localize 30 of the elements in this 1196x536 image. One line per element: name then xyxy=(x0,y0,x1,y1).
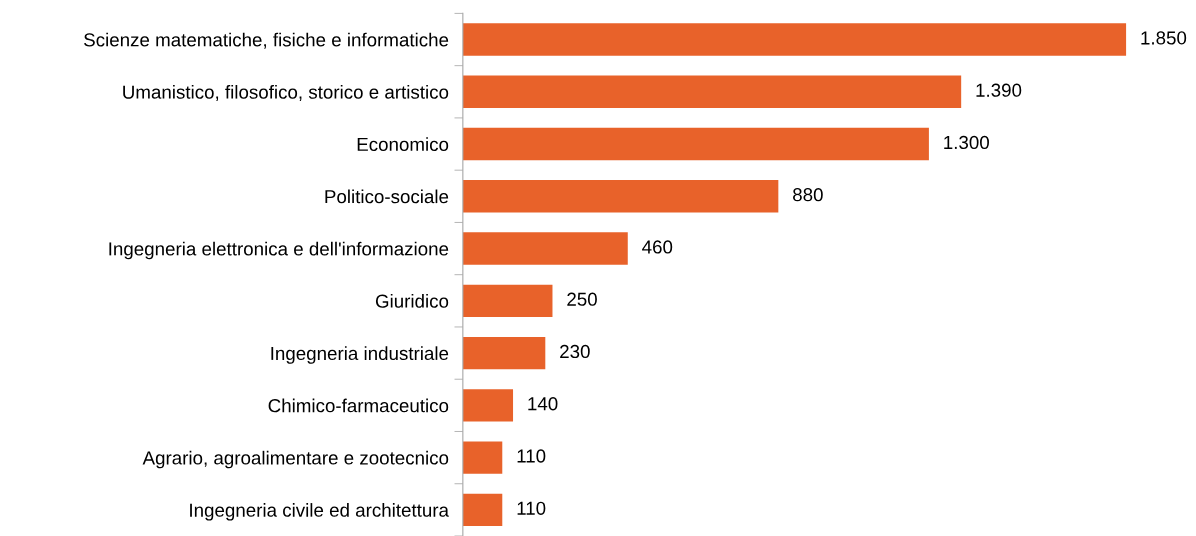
data-label: 1.850 xyxy=(1141,31,1187,45)
y-tick-label: Umanistico, filosofico, storico e artistico xyxy=(123,85,449,101)
data-label: 1.300 xyxy=(944,135,989,150)
bar xyxy=(462,75,962,108)
data-label: 110 xyxy=(517,501,546,515)
data-label: 140 xyxy=(528,397,558,411)
y-tick-label: Scienze matematiche, fisiche e informatiche xyxy=(84,32,449,49)
data-label: 1.390 xyxy=(976,83,1022,97)
bar xyxy=(462,127,929,161)
data-label: 460 xyxy=(642,240,673,254)
y-tick-label: Economico xyxy=(357,137,449,152)
bar xyxy=(462,336,546,370)
bar xyxy=(462,23,1127,56)
y-tick-label: Ingegneria industriale xyxy=(271,346,449,364)
bar xyxy=(462,389,514,422)
data-label: 110 xyxy=(517,449,546,463)
data-label: 230 xyxy=(560,344,590,359)
bar xyxy=(462,232,628,265)
y-tick-label: Ingegneria civile ed architettura xyxy=(190,503,449,521)
y-tick-label: Giuridico xyxy=(375,294,449,308)
bar xyxy=(462,493,503,527)
data-label: 250 xyxy=(567,292,597,306)
y-tick-label: Politico-sociale xyxy=(325,189,449,204)
bar xyxy=(462,441,503,474)
y-tick-label: Chimico-farmaceutico xyxy=(268,398,449,413)
bar xyxy=(462,180,779,213)
data-label: 880 xyxy=(793,188,823,202)
y-tick-label: Ingegneria elettronica e dell'informazione xyxy=(109,241,449,260)
bar xyxy=(462,284,553,318)
y-tick-label: Agrario, agroalimentare e zootecnico xyxy=(142,450,449,469)
